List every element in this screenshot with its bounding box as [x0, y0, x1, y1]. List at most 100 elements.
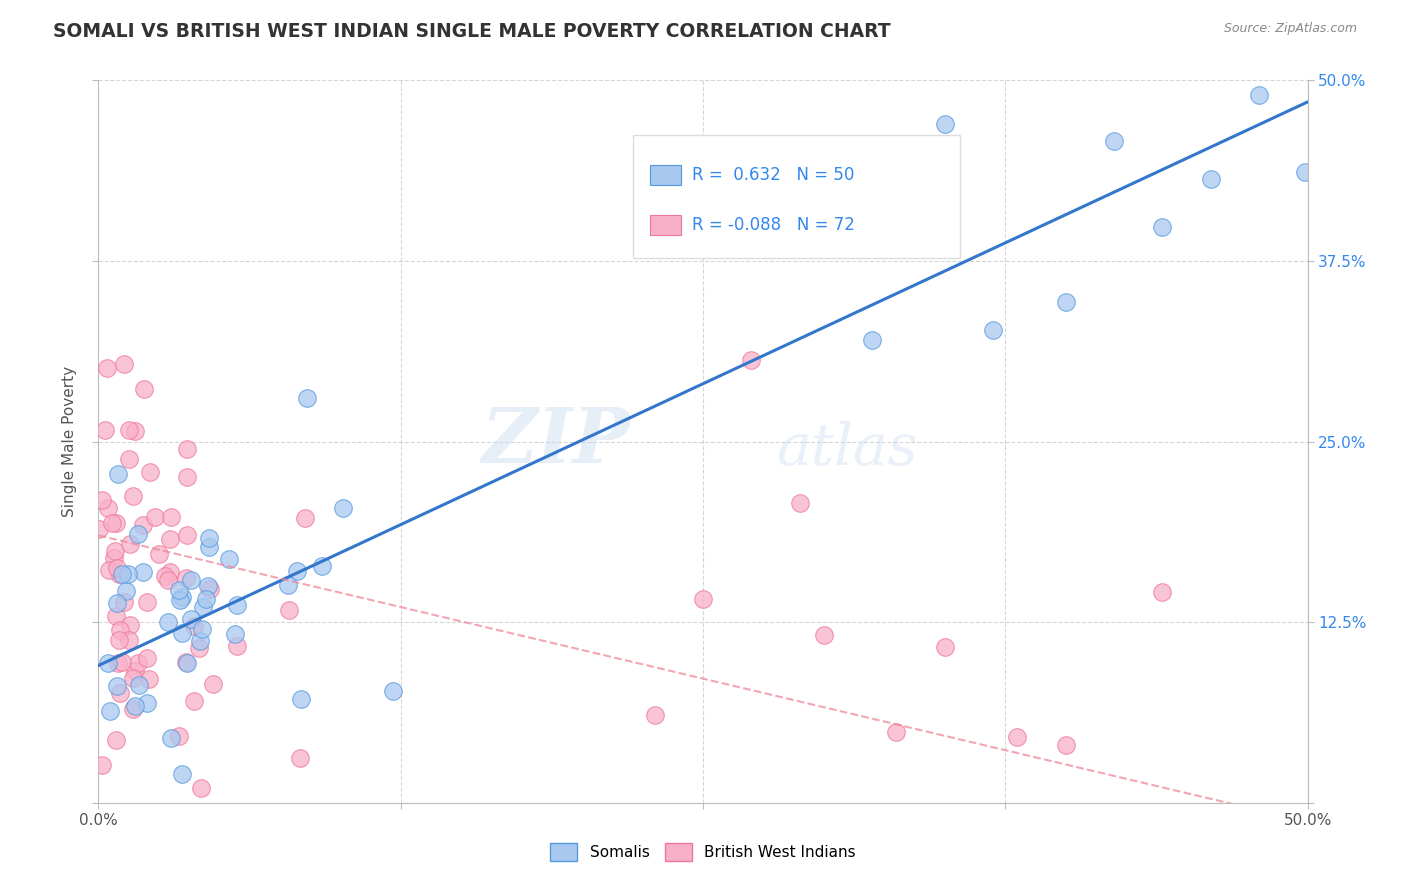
- Point: [160, 510, 183, 524]
- Point: [180, 574, 202, 588]
- Point: [104, 544, 127, 558]
- Point: [172, 767, 194, 781]
- Point: [121, 671, 143, 685]
- Point: [107, 632, 129, 647]
- Point: [117, 452, 139, 467]
- Point: [127, 527, 149, 541]
- Point: [105, 561, 128, 575]
- Point: [200, 582, 222, 596]
- Point: [157, 573, 180, 587]
- Point: [224, 627, 246, 641]
- Point: [197, 540, 219, 554]
- Point: [135, 651, 157, 665]
- Point: [97, 563, 120, 577]
- Point: [172, 625, 194, 640]
- Point: [105, 679, 128, 693]
- Point: [1054, 738, 1077, 752]
- Point: [97, 656, 120, 670]
- Point: [226, 639, 249, 653]
- Point: [148, 547, 170, 561]
- Point: [93, 423, 115, 437]
- Point: [860, 333, 883, 347]
- Point: [122, 702, 145, 716]
- Point: [170, 590, 193, 604]
- Point: [132, 518, 155, 533]
- Point: [155, 569, 177, 583]
- Point: [124, 424, 146, 438]
- Point: [218, 552, 240, 566]
- Point: [202, 676, 225, 690]
- Point: [108, 686, 131, 700]
- Point: [278, 603, 301, 617]
- Point: [127, 657, 149, 671]
- Point: [191, 623, 214, 637]
- Point: [96, 360, 118, 375]
- Point: [132, 565, 155, 579]
- Point: [132, 382, 155, 396]
- Point: [188, 633, 211, 648]
- Point: [112, 357, 135, 371]
- Y-axis label: Single Male Poverty: Single Male Poverty: [62, 366, 77, 517]
- Point: [1152, 220, 1174, 235]
- Point: [190, 781, 212, 796]
- Point: [124, 664, 146, 678]
- Point: [740, 352, 762, 367]
- Point: [118, 537, 141, 551]
- Point: [311, 559, 333, 574]
- Point: [183, 694, 205, 708]
- Point: [195, 591, 218, 606]
- Point: [169, 592, 191, 607]
- Point: [174, 655, 197, 669]
- Point: [104, 609, 127, 624]
- Point: [290, 692, 312, 706]
- Point: [193, 600, 215, 615]
- Point: [111, 655, 134, 669]
- Point: [981, 323, 1004, 337]
- Point: [105, 596, 128, 610]
- Point: [122, 489, 145, 503]
- Point: [117, 567, 139, 582]
- Point: [118, 618, 141, 632]
- Point: [87, 522, 110, 536]
- Point: [103, 550, 125, 565]
- Point: [167, 582, 190, 597]
- Point: [118, 632, 141, 647]
- Point: [1249, 87, 1271, 102]
- Point: [115, 583, 138, 598]
- Point: [159, 533, 181, 547]
- Point: [136, 595, 159, 609]
- Point: [118, 423, 141, 437]
- Text: atlas: atlas: [776, 420, 917, 477]
- Point: [97, 500, 120, 515]
- Point: [176, 528, 198, 542]
- Point: [813, 628, 835, 642]
- Point: [91, 493, 114, 508]
- Text: SOMALI VS BRITISH WEST INDIAN SINGLE MALE POVERTY CORRELATION CHART: SOMALI VS BRITISH WEST INDIAN SINGLE MAL…: [53, 22, 891, 41]
- Point: [644, 708, 666, 723]
- Point: [107, 467, 129, 481]
- Point: [112, 595, 135, 609]
- Point: [176, 656, 198, 670]
- Point: [108, 623, 131, 637]
- Point: [294, 510, 316, 524]
- Point: [1054, 295, 1077, 310]
- Point: [188, 640, 211, 655]
- Point: [288, 751, 311, 765]
- Text: R =  0.632   N = 50: R = 0.632 N = 50: [693, 166, 855, 185]
- Point: [1152, 585, 1174, 599]
- Point: [1294, 165, 1316, 179]
- Point: [174, 571, 197, 585]
- Point: [128, 678, 150, 692]
- Point: [285, 565, 308, 579]
- Point: [169, 729, 191, 743]
- Point: [138, 672, 160, 686]
- Point: [176, 470, 198, 484]
- Text: Source: ZipAtlas.com: Source: ZipAtlas.com: [1223, 22, 1357, 36]
- Point: [789, 496, 811, 510]
- Point: [198, 532, 221, 546]
- Point: [295, 391, 318, 405]
- Point: [1199, 172, 1222, 186]
- Point: [98, 704, 121, 718]
- Point: [124, 699, 146, 714]
- Point: [159, 565, 181, 579]
